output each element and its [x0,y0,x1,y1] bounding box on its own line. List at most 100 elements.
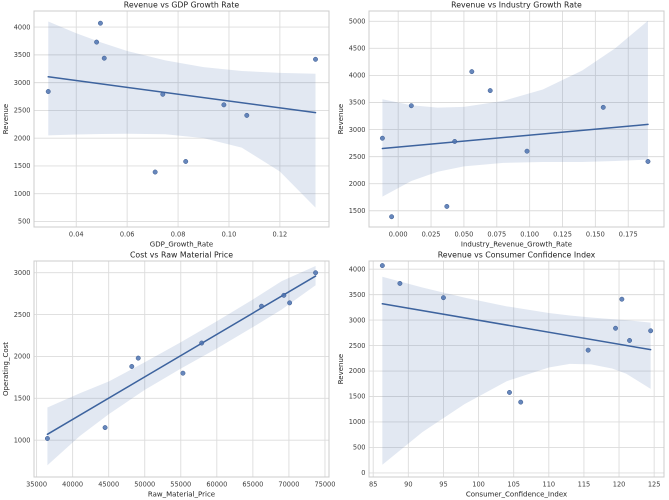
scatter-point [379,135,385,141]
scatter-points [45,20,318,175]
scatter-point [180,370,186,376]
chart-title: Cost vs Raw Material Price [130,251,233,260]
x-tick-label: 0.175 [618,231,637,239]
scatter-point [517,399,523,405]
subplot-revenue-vs-consumer-confidence-index: 85 90 95 100 105 110 115 120 125 0 500 1000 1500 2000… [335,250,669,500]
confidence-band [381,20,648,197]
y-tick-label: 1500 [348,207,365,215]
scatter-point [44,436,50,441]
y-tick-label: 2500 [348,342,365,350]
x-tick-label: 0.050 [454,231,473,239]
y-tick-label: 5000 [348,17,365,25]
regression-line [46,275,317,436]
plot-border [368,260,664,478]
scatter-point [396,280,402,286]
chart-title: Revenue vs Consumer Confidence Index [437,251,595,260]
y-tick-label: 1500 [14,162,31,170]
chart-revenue-vs-consumer-confidence-index: 85 90 95 100 105 110 115 120 125 0 500 1000 1500 2000… [337,251,664,499]
scatter-points [44,270,319,441]
y-tick-label: 3000 [14,269,31,277]
x-tick-label: 70000 [278,481,299,489]
scatter-point [97,20,103,26]
scatter-point [379,263,385,269]
x-tick-label: 40000 [62,481,83,489]
chart-cost-vs-raw-material-price: 35000 40000 45000 50000 55000 60000 65000 70000… [2,251,335,499]
x-tick-label: 55000 [170,481,191,489]
y-tick-label: 1500 [14,395,31,403]
x-tick-label: 75000 [314,481,334,489]
x-tick-label: 0.04 [69,231,84,239]
scatter-point [281,292,287,298]
plot-area [368,261,664,477]
x-tick-label: 85 [369,481,377,489]
scatter-point [244,112,250,118]
scatter-point [160,91,166,97]
scatter-point [259,303,264,309]
plot-border [33,10,330,228]
scatter-point [388,214,394,220]
x-tick-label: 115 [577,481,590,489]
y-tick-label: 1000 [14,436,31,444]
scatter-point [626,338,632,343]
regression-line [381,303,651,351]
scatter-point [645,159,650,164]
plot-border [368,10,664,228]
plot-area [368,11,664,227]
y-tick-label: 4000 [14,23,31,31]
y-tick-label: 4000 [348,265,365,273]
scatter-point [506,389,512,395]
gridlines [34,261,329,477]
scatter-point [443,203,449,209]
x-tick-label: 45000 [98,481,119,489]
y-axis-label: Revenue [2,104,10,135]
scatter-point [199,340,205,346]
y-tick-label: 2000 [348,180,365,188]
scatter-point [451,139,457,144]
scatter-points [379,263,653,405]
x-tick-label: 110 [542,481,555,489]
y-tick-label: 500 [18,218,31,226]
plot-border [33,260,330,478]
x-tick-label: 60000 [206,481,227,489]
scatter-point [468,69,474,75]
x-tick-label: 0.025 [421,231,440,239]
y-tick-label: 2000 [14,134,31,142]
x-tick-label: 0.100 [520,231,539,239]
x-tick-label: 65000 [242,481,263,489]
y-tick-label: 3000 [348,316,365,324]
y-tick-label: 3500 [348,99,365,107]
x-tick-label: 100 [472,481,485,489]
chart-revenue-vs-industry-growth-rate: 0.000 0.025 0.050 0.075 0.100 0.125 0.150 0.175… [337,1,664,249]
x-tick-label: 35000 [26,481,47,489]
scatter-point [287,300,293,306]
y-tick-label: 500 [352,444,365,452]
y-tick-label: 4000 [348,72,365,80]
regression-line [381,123,649,150]
x-tick-label: 0.10 [222,231,237,239]
x-tick-label: 0.000 [388,231,407,239]
x-tick-label: 0.150 [585,231,604,239]
y-tick-label: 0 [361,469,365,477]
y-tick-label: 2500 [348,153,365,161]
scatter-point [487,88,493,94]
scatter-point [440,295,446,301]
y-tick-label: 2500 [14,107,31,115]
chart-title: Revenue vs GDP Growth Rate [124,1,240,10]
scatter-point [101,55,107,61]
subplot-cost-vs-raw-material-price: 35000 40000 45000 50000 55000 60000 65000 70000… [0,250,335,500]
scatter-point [152,169,158,175]
gridlines [368,11,664,227]
y-tick-label: 4500 [348,45,365,53]
scatter-point [221,102,227,108]
scatter-point [313,270,319,276]
gridlines [368,261,664,477]
scatter-point [585,347,591,353]
scatter-point [94,39,100,45]
y-axis-label: Revenue [337,354,345,385]
scatter-point [600,104,606,110]
y-tick-label: 3000 [348,126,365,134]
scatter-point [408,103,414,109]
scatter-point [45,89,51,94]
subplot-revenue-vs-gdp-growth-rate: 0.04 0.06 0.08 0.10 0.12 500 1000 1500 2000 2500 3… [0,0,335,250]
